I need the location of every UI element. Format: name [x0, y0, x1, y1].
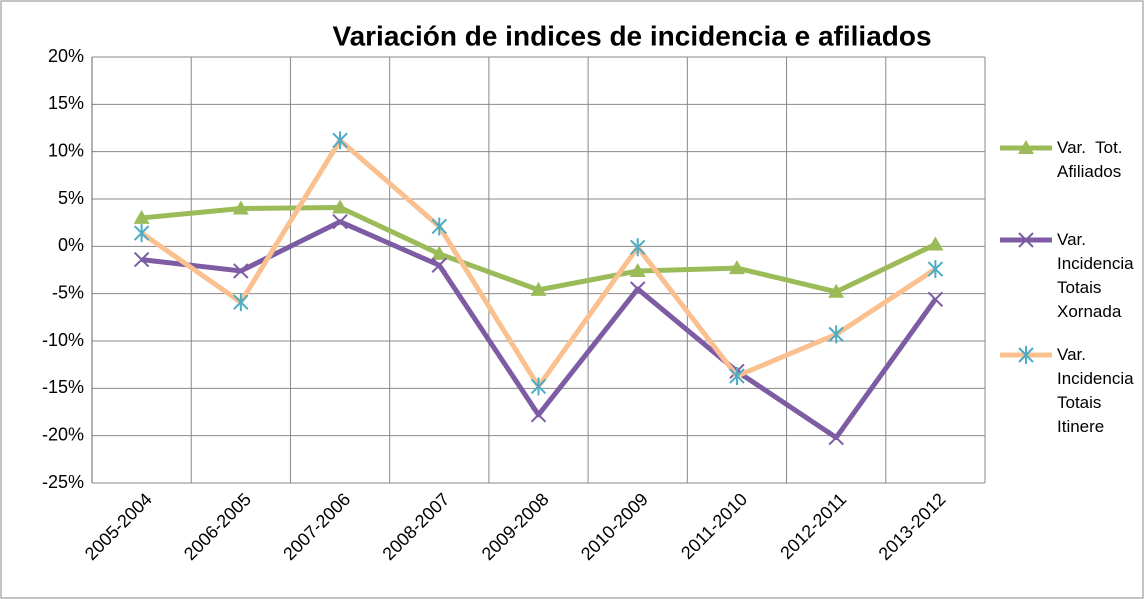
- marker: [332, 199, 349, 214]
- y-tick-label: -15%: [42, 377, 84, 397]
- y-tick-label: -20%: [42, 424, 84, 444]
- marker: [927, 260, 944, 279]
- marker: [828, 429, 844, 446]
- marker: [1018, 346, 1034, 364]
- marker: [530, 377, 547, 396]
- y-tick-label: 0%: [58, 235, 84, 255]
- marker: [332, 214, 348, 230]
- marker: [332, 131, 348, 150]
- legend-label: Var. Tot. Afiliados: [1057, 138, 1127, 181]
- marker: [431, 217, 447, 236]
- marker: [828, 325, 844, 344]
- marker: [629, 262, 646, 277]
- y-tick-label: -10%: [42, 330, 84, 350]
- y-tick-label: 20%: [48, 46, 84, 66]
- y-tick-label: 15%: [48, 93, 84, 113]
- marker: [133, 251, 150, 268]
- marker: [431, 257, 447, 273]
- y-tick-label: -25%: [42, 472, 84, 492]
- marker: [530, 281, 547, 296]
- marker: [232, 200, 249, 215]
- marker: [630, 281, 646, 297]
- marker: [133, 209, 150, 224]
- marker: [133, 224, 150, 243]
- marker: [729, 367, 745, 386]
- marker: [630, 238, 646, 257]
- marker: [431, 245, 448, 260]
- marker: [1018, 140, 1034, 154]
- marker: [728, 260, 745, 275]
- marker: [233, 293, 249, 312]
- legend-label: Var. Incidencia Totais Xornada: [1057, 230, 1138, 321]
- y-tick-label: -5%: [52, 282, 84, 302]
- legend-label: Var. Incidencia Totais Itinere: [1057, 345, 1138, 436]
- marker: [927, 236, 944, 251]
- marker: [927, 291, 944, 308]
- marker: [1018, 232, 1034, 248]
- y-tick-label: 10%: [48, 140, 84, 160]
- marker: [530, 407, 547, 423]
- marker: [828, 283, 845, 298]
- marker: [233, 263, 249, 279]
- chart-title: Variación de indices de incidencia e afi…: [332, 20, 931, 51]
- y-tick-label: 5%: [58, 188, 84, 208]
